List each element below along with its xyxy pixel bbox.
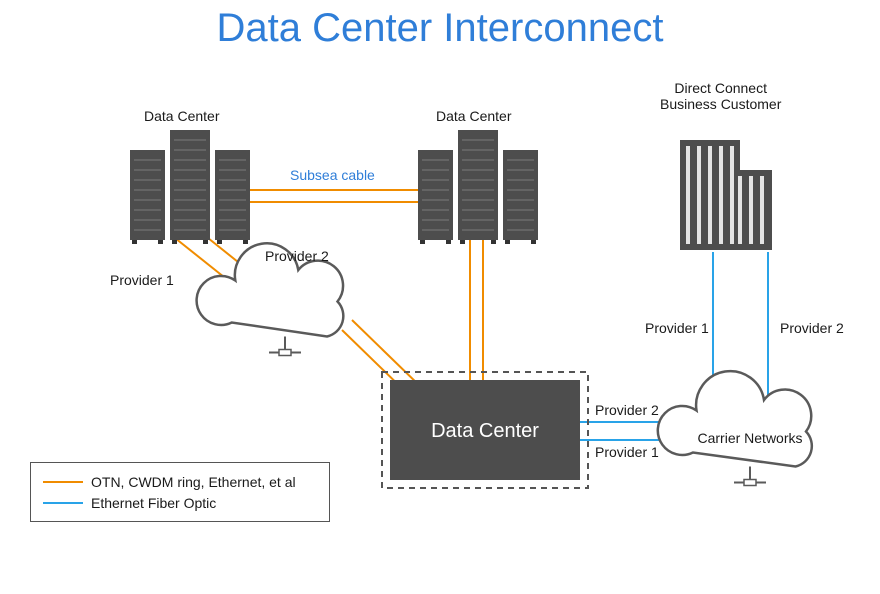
- building-icon: [680, 140, 772, 250]
- server-rack-icon: [130, 150, 165, 244]
- node-label-customer: Direct ConnectBusiness Customer: [660, 80, 781, 112]
- edge-label: Provider 1: [110, 272, 174, 288]
- server-rack-icon: [215, 150, 250, 244]
- edge-label: Subsea cable: [290, 167, 375, 183]
- legend-swatch: [43, 502, 83, 504]
- server-rack-icon: [170, 130, 210, 244]
- legend-label: Ethernet Fiber Optic: [91, 495, 216, 511]
- edge-label: Provider 2: [265, 248, 329, 264]
- edge-label: Provider 1: [645, 320, 709, 336]
- legend-item: Ethernet Fiber Optic: [43, 495, 317, 511]
- cloud-label: Carrier Networks: [697, 430, 802, 446]
- legend-item: OTN, CWDM ring, Ethernet, et al: [43, 474, 317, 490]
- server-rack-icon: [503, 150, 538, 244]
- legend-swatch: [43, 481, 83, 483]
- edge-label: Provider 2: [780, 320, 844, 336]
- legend: OTN, CWDM ring, Ethernet, et al Ethernet …: [30, 462, 330, 522]
- datacenter-box-label: Data Center: [431, 420, 539, 442]
- datacenter-box: Data Center: [382, 372, 588, 488]
- cloud-icon: Carrier Networks: [658, 371, 812, 485]
- edge-label: Provider 2: [595, 402, 659, 418]
- node-label-dc2: Data Center: [436, 108, 511, 124]
- edge-label: Provider 1: [595, 444, 659, 460]
- legend-label: OTN, CWDM ring, Ethernet, et al: [91, 474, 296, 490]
- connection-line: [352, 320, 422, 388]
- node-label-dc1: Data Center: [144, 108, 219, 124]
- server-rack-icon: [458, 130, 498, 244]
- server-rack-icon: [418, 150, 453, 244]
